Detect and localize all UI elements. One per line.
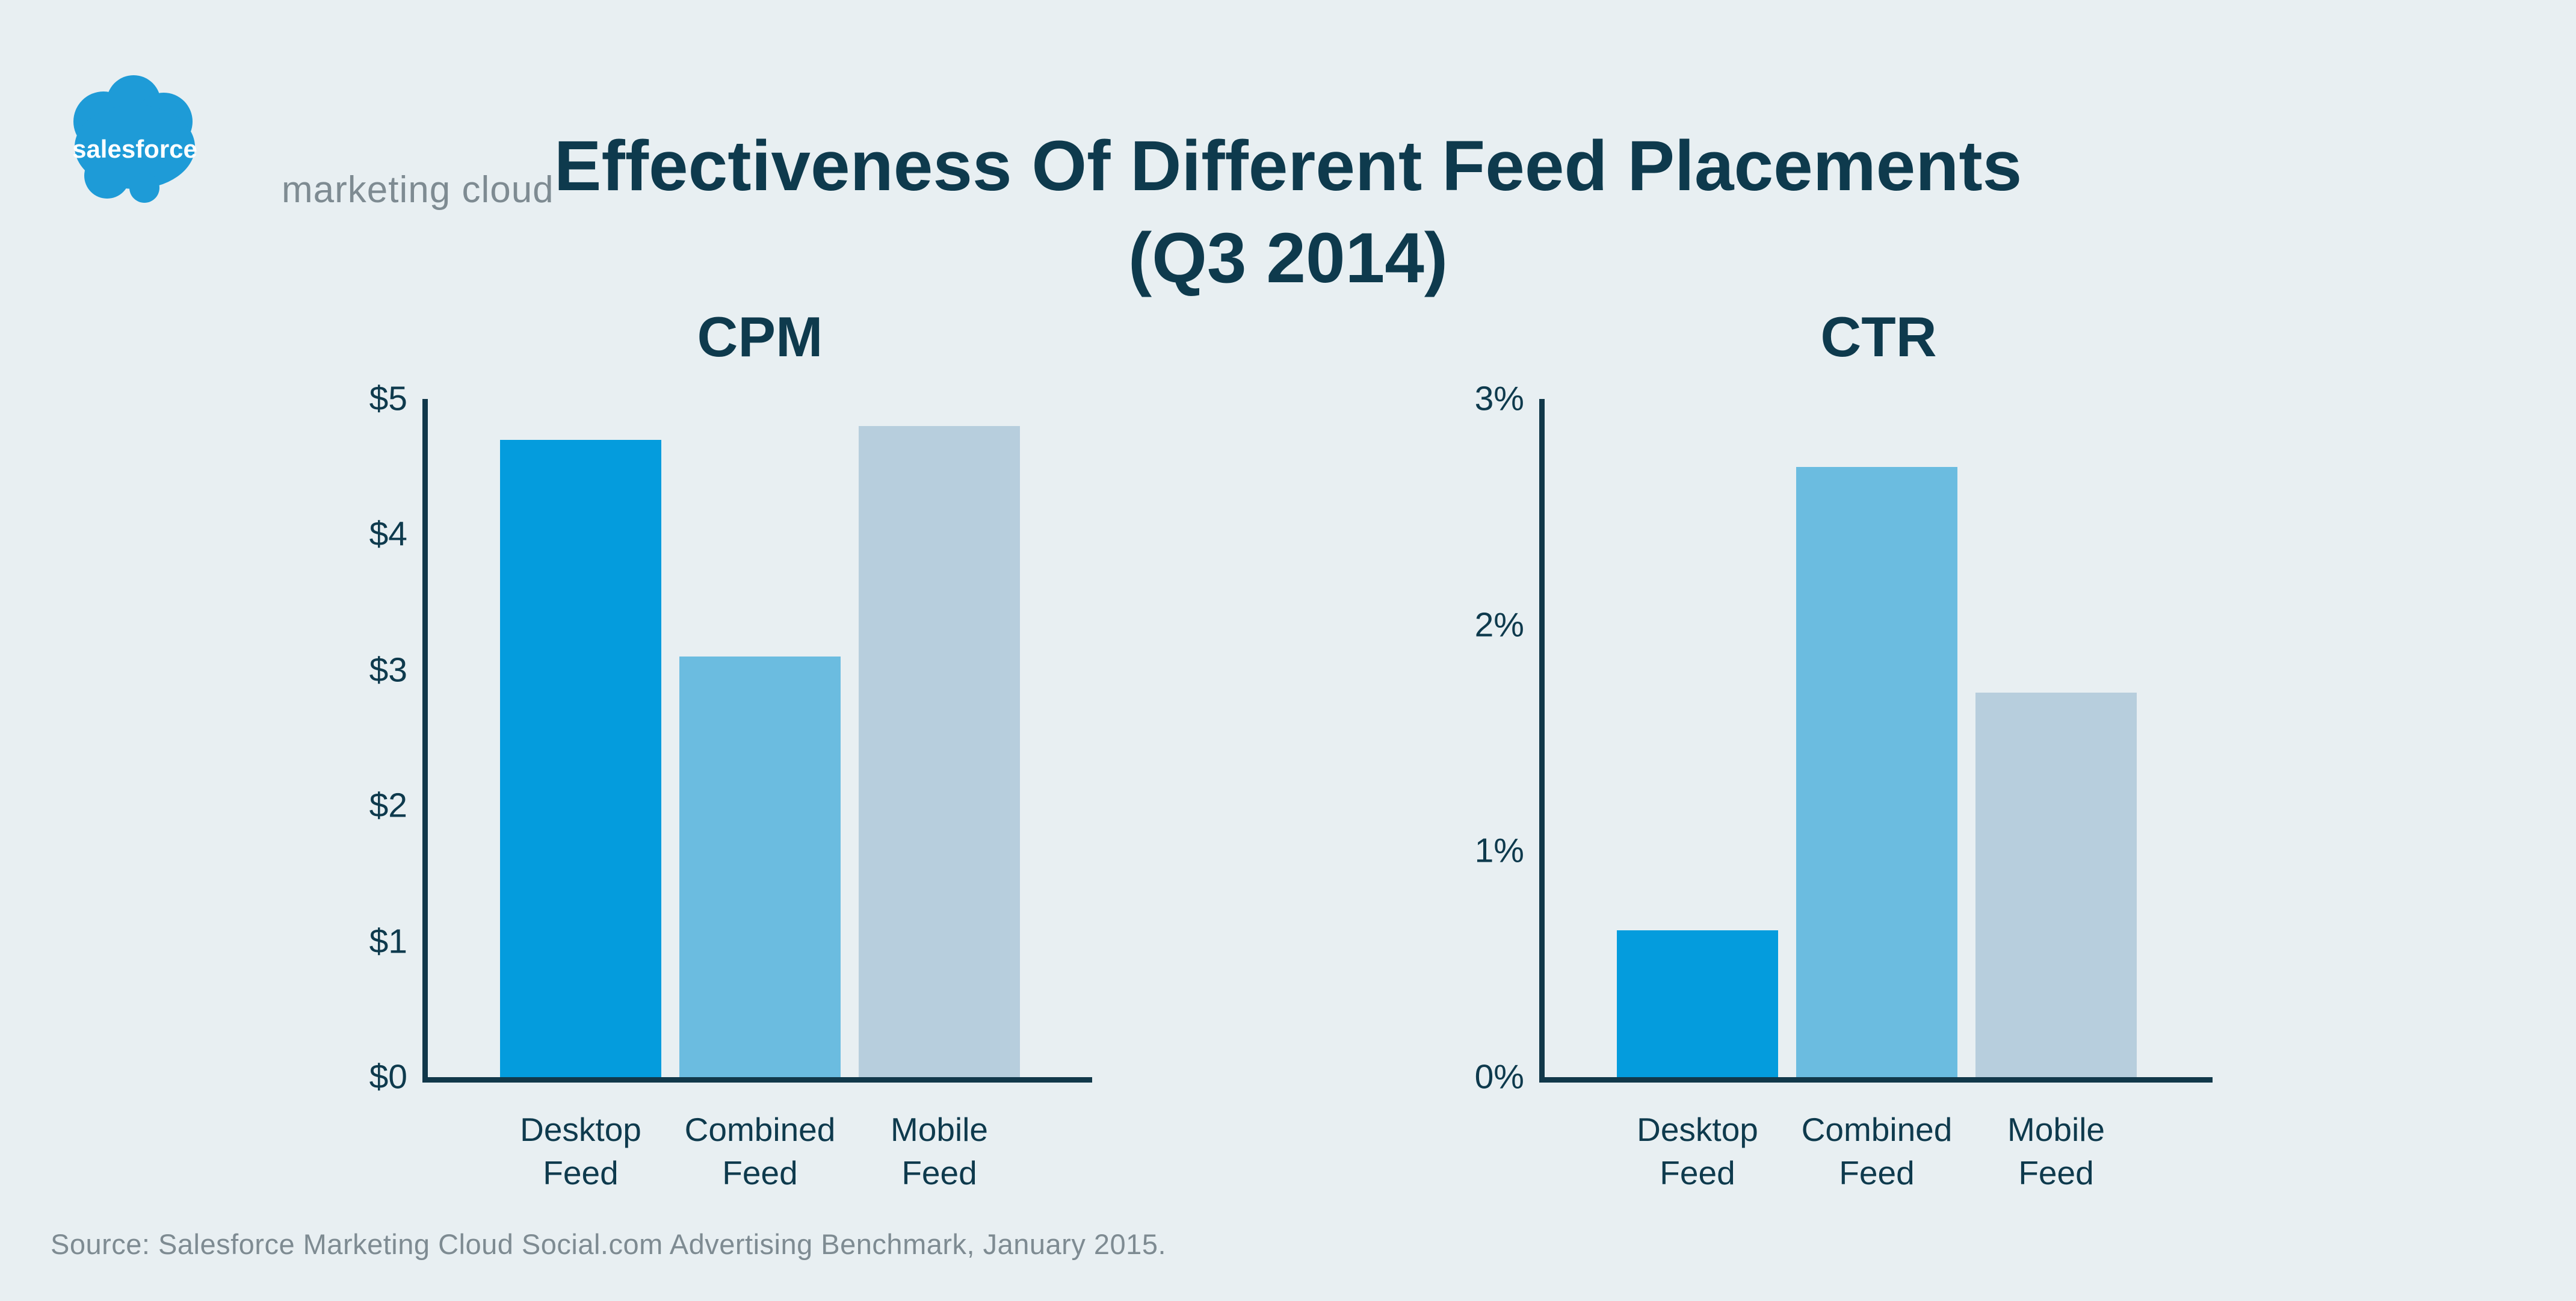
cpm-x-axis — [422, 1077, 1092, 1083]
page-title-block: Effectiveness Of Different Feed Placemen… — [0, 120, 2576, 305]
category-label-mobile-feed: Mobile Feed — [890, 1111, 989, 1191]
page-title: Effectiveness Of Different Feed Placemen… — [554, 126, 2022, 206]
y-tick-label: 1% — [1474, 831, 1524, 870]
y-tick-label: $2 — [369, 786, 407, 825]
salesforce-cloud-icon: salesforce — [72, 75, 197, 203]
bar-mobile-feed — [1975, 693, 2137, 1077]
category-label-desktop-feed: Desktop Feed — [1637, 1111, 1758, 1191]
cpm-chart: CPM $5 $4 $3 $2 $1 $0 Desktop Feed Combined Fee… — [369, 309, 1092, 1191]
page-subtitle: (Q3 2014) — [1128, 218, 1448, 298]
y-tick-label: 3% — [1474, 379, 1524, 418]
bar-mobile-feed — [859, 426, 1020, 1077]
ctr-x-axis — [1539, 1077, 2213, 1083]
source-note: Source: Salesforce Marketing Cloud Socia… — [51, 1228, 1167, 1260]
logo-brand-text: salesforce — [72, 135, 197, 163]
y-tick-label: 0% — [1474, 1057, 1524, 1096]
y-tick-label: 2% — [1474, 605, 1524, 644]
category-label-desktop-feed: Desktop Feed — [520, 1111, 641, 1191]
ctr-chart: CTR 3% 2% 1% 0% Desktop Feed Combined Feed Mob… — [1475, 309, 2213, 1191]
ctr-chart-title: CTR — [1820, 305, 1937, 368]
bar-desktop-feed — [500, 440, 661, 1077]
logo-suffix-text: marketing cloud — [282, 169, 554, 211]
y-tick-label: $4 — [369, 515, 407, 554]
bar-desktop-feed — [1617, 930, 1778, 1077]
cpm-chart-title: CPM — [697, 305, 823, 368]
category-label-combined-feed: Combined Feed — [1801, 1111, 1953, 1191]
y-tick-label: $1 — [369, 922, 407, 961]
y-tick-label: $5 — [369, 379, 407, 418]
category-label-combined-feed: Combined Feed — [684, 1111, 836, 1191]
category-label-mobile-feed: Mobile Feed — [2007, 1111, 2105, 1191]
ctr-y-axis — [1539, 399, 1545, 1083]
y-tick-label: $3 — [369, 650, 407, 690]
bar-combined-feed — [679, 657, 841, 1077]
bar-combined-feed — [1796, 467, 1957, 1077]
y-tick-label: $0 — [369, 1057, 407, 1096]
salesforce-marketing-cloud-logo: salesforce marketing cloud — [71, 66, 570, 211]
cpm-y-axis — [422, 399, 428, 1083]
